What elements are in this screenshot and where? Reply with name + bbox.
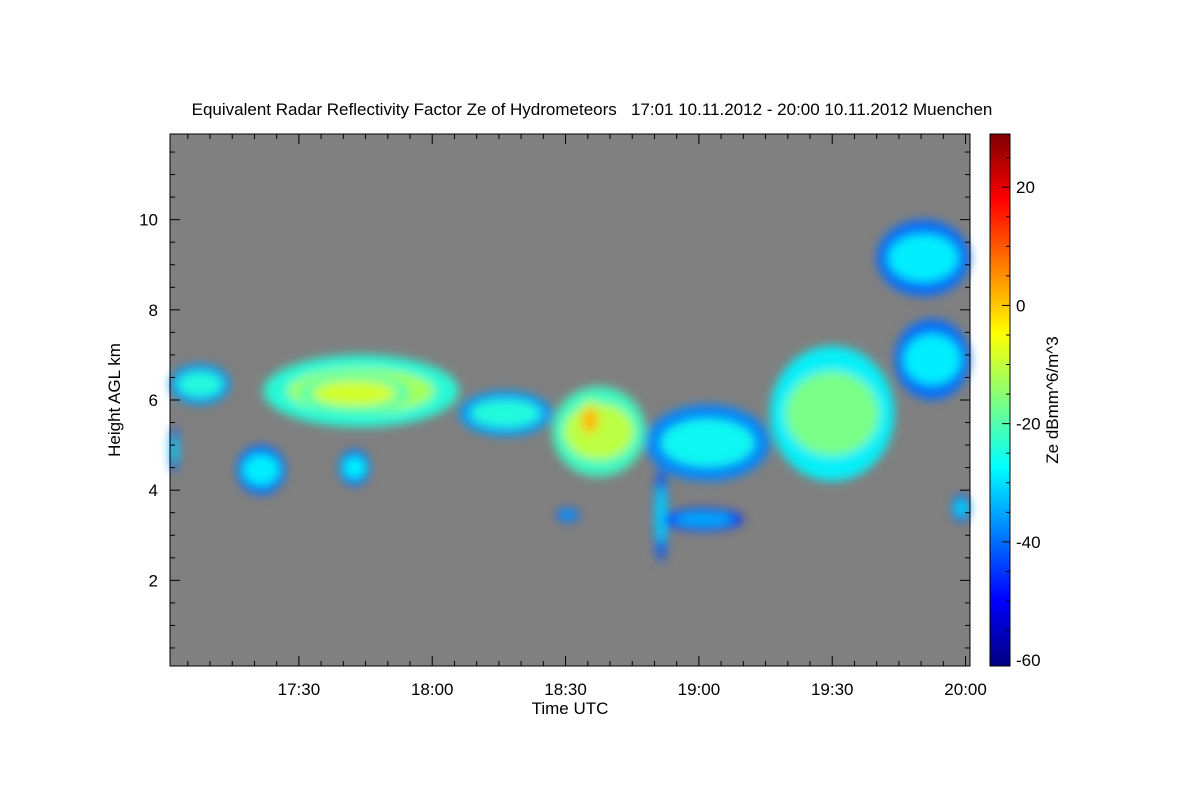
y-tick-label: 6 — [149, 391, 158, 410]
echo-core-3 — [470, 399, 541, 428]
colorbar-axis: -60 -40 -20 0 20 — [1002, 157, 1041, 670]
echo-core-8 — [903, 334, 961, 385]
colorbar-tick-label: -60 — [1016, 651, 1041, 670]
x-tick-label: 18:00 — [411, 680, 454, 699]
echo-core-13 — [656, 485, 667, 545]
colorbar-tick-label: -20 — [1016, 415, 1041, 434]
x-axis: 17:30 18:00 18:30 19:00 19:30 20:00 — [187, 134, 987, 699]
y-tick-label: 2 — [149, 571, 158, 590]
echo-core-11 — [242, 454, 280, 486]
echo-core-6 — [661, 419, 755, 467]
echo-core-2 — [312, 380, 397, 406]
echo-layer — [170, 219, 970, 563]
echo-core-7 — [785, 371, 879, 456]
y-tick-label: 8 — [149, 301, 158, 320]
x-axis-label: Time UTC — [532, 699, 609, 718]
x-tick-label: 19:30 — [811, 680, 854, 699]
colorbar-tick-label: 20 — [1016, 178, 1035, 197]
colorbar — [989, 133, 1011, 667]
colorbar-tick-label: -40 — [1016, 533, 1041, 552]
echo-core-12 — [342, 456, 367, 479]
x-tick-label: 17:30 — [278, 680, 321, 699]
x-tick-label: 19:00 — [678, 680, 721, 699]
colorbar-label: Ze dBmm^6/m^3 — [1043, 336, 1062, 463]
echo-core-16 — [954, 499, 968, 517]
y-tick-label: 10 — [139, 211, 158, 230]
y-axis: 2 4 6 8 10 — [139, 151, 970, 649]
chart-title: Equivalent Radar Reflectivity Factor Ze … — [192, 100, 993, 119]
x-tick-label: 20:00 — [944, 680, 987, 699]
echo-core-5 — [581, 407, 599, 433]
y-tick-label: 4 — [149, 481, 158, 500]
echo-core-10 — [171, 435, 178, 464]
echo-core-9 — [888, 234, 959, 282]
echo-core-0 — [177, 371, 223, 397]
y-axis-label: Height AGL km — [105, 343, 124, 457]
echo-core-15 — [559, 510, 577, 520]
echo-core-14 — [673, 512, 734, 527]
x-tick-label: 18:30 — [544, 680, 587, 699]
colorbar-tick-label: 0 — [1016, 296, 1025, 315]
